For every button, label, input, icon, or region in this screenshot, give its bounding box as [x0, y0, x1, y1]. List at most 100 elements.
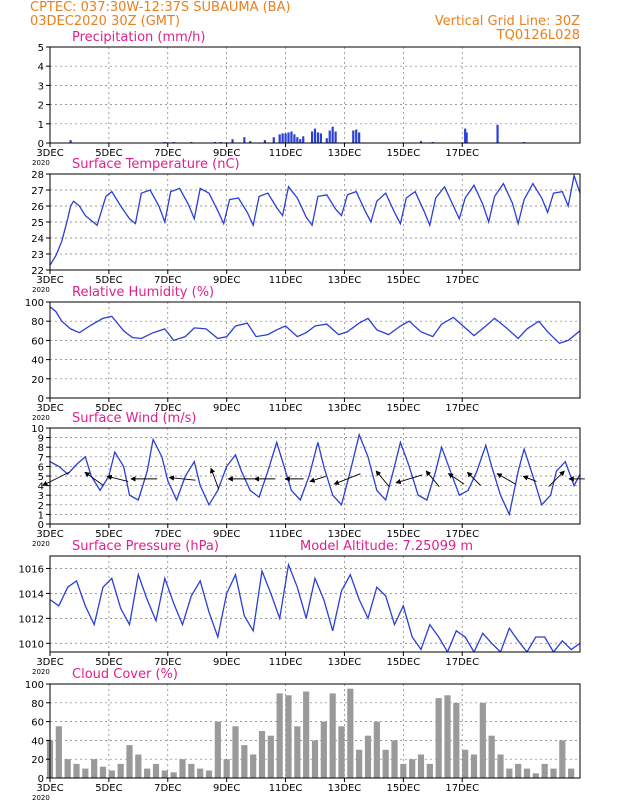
y-tick-label: 23	[31, 250, 44, 261]
temp-title: Surface Temperature (nC)	[72, 157, 240, 172]
cloud-bar	[532, 773, 539, 778]
x-tick-label: 11DEC	[269, 403, 303, 414]
wind-title: Surface Wind (m/s)	[72, 411, 196, 426]
wind-arrow	[375, 470, 390, 487]
cloud-bar	[311, 740, 319, 778]
cloud-bar	[161, 770, 168, 778]
precip-bar	[325, 138, 328, 143]
wind-arrow	[333, 473, 361, 485]
cloud-bar	[223, 759, 230, 778]
station-title: CPTEC: 037:30W-12:37S SUBAUMA (BA)	[30, 0, 291, 15]
pressure-series-line	[50, 562, 580, 652]
pressure-annotation: Model Altitude: 7.25099 m	[300, 539, 473, 554]
x-tick-label: 11DEC	[269, 529, 303, 540]
x-tick-label: 17DEC	[445, 403, 479, 414]
y-tick-label: 100	[25, 680, 44, 691]
cloud-bar	[170, 772, 177, 778]
precip-bar	[299, 139, 302, 143]
wind-arrow	[210, 467, 220, 490]
cloud-bar	[188, 763, 195, 778]
y-tick-label: 2	[38, 501, 44, 512]
y-tick-label: 80	[31, 317, 44, 328]
precip-bar	[278, 134, 281, 143]
y-tick-label: 20	[31, 375, 44, 386]
x-tick-label: 7DEC	[154, 403, 181, 414]
x-tick-label: 15DEC	[386, 403, 420, 414]
wind-arrow	[522, 475, 537, 482]
y-tick-label: 0	[38, 394, 44, 405]
cloud-bar	[152, 763, 160, 778]
precip-bar	[281, 133, 284, 143]
cloud-bar	[108, 770, 115, 778]
y-tick-label: 6	[38, 462, 44, 473]
precip-bar	[284, 133, 287, 143]
cloud-bar	[258, 731, 266, 778]
y-tick-label: 4	[38, 62, 44, 73]
x-tick-label: 9DEC	[213, 657, 240, 668]
x-tick-label: 13DEC	[328, 403, 362, 414]
precip-bar	[313, 128, 317, 143]
x-tick-label: 13DEC	[328, 529, 362, 540]
y-tick-label: 60	[31, 336, 44, 347]
x-tick-label: 3DEC	[36, 403, 63, 414]
cloud-bar	[417, 754, 425, 778]
x-tick-label: 7DEC	[154, 657, 181, 668]
y-tick-label: 22	[31, 266, 44, 277]
x-tick-label: 5DEC	[95, 148, 122, 159]
cloud-bar	[276, 693, 283, 778]
x-tick-label: 15DEC	[386, 275, 420, 286]
year-label: 2020	[32, 159, 50, 167]
cloud-bar	[470, 754, 478, 778]
wind-arrow	[425, 470, 440, 487]
x-tick-label: 5DEC	[95, 657, 122, 668]
y-tick-label: 26	[31, 202, 44, 213]
cloud-bar	[382, 749, 389, 778]
x-tick-label: 17DEC	[445, 275, 479, 286]
header: CPTEC: 037:30W-12:37S SUBAUMA (BA) 03DEC…	[30, 0, 580, 43]
y-tick-label: 1	[38, 510, 44, 521]
precip-bar	[419, 141, 423, 143]
y-tick-label: 10	[31, 424, 44, 435]
cloud-bar	[479, 702, 486, 778]
cloud-bar	[91, 759, 98, 778]
y-tick-label: 7	[38, 453, 44, 464]
x-tick-label: 7DEC	[154, 148, 181, 159]
precip-title: Precipitation (mm/h)	[72, 30, 205, 45]
precip-bar	[319, 133, 322, 143]
x-tick-label: 11DEC	[269, 783, 303, 794]
cloud-bar	[373, 721, 380, 778]
rh-series-line	[50, 306, 580, 345]
x-tick-label: 3DEC	[36, 657, 63, 668]
cloud-bar	[356, 749, 363, 778]
y-tick-label: 1010	[19, 639, 44, 650]
cloud-bar	[197, 768, 204, 778]
y-tick-label: 40	[31, 356, 44, 367]
cloud-bar	[426, 763, 433, 778]
cloud-bar	[267, 735, 274, 778]
x-tick-label: 17DEC	[445, 148, 479, 159]
precip-bar	[334, 131, 337, 143]
cloud-bar	[541, 763, 548, 778]
pressure-title: Surface Pressure (hPa)	[72, 539, 219, 554]
precip-bar	[358, 132, 361, 143]
cloud-bar	[453, 702, 460, 778]
precip-bar	[302, 136, 305, 143]
precip-bar	[352, 130, 355, 143]
rh-title: Relative Humidity (%)	[72, 285, 214, 300]
x-tick-label: 13DEC	[328, 148, 362, 159]
x-tick-label: 3DEC	[36, 148, 63, 159]
cloud-bar	[391, 740, 398, 778]
y-tick-label: 25	[31, 218, 44, 229]
precip-bar	[263, 140, 267, 143]
y-tick-label: 5	[38, 472, 44, 483]
x-tick-label: 3DEC	[36, 529, 63, 540]
cloud-bar	[214, 721, 221, 778]
x-tick-label: 5DEC	[95, 403, 122, 414]
y-tick-label: 1	[38, 120, 44, 131]
cloud-bar	[64, 759, 71, 778]
precip-bar	[496, 124, 499, 143]
y-tick-label: 0	[38, 520, 44, 531]
cloud-bar	[179, 759, 186, 778]
x-tick-label: 7DEC	[154, 783, 181, 794]
